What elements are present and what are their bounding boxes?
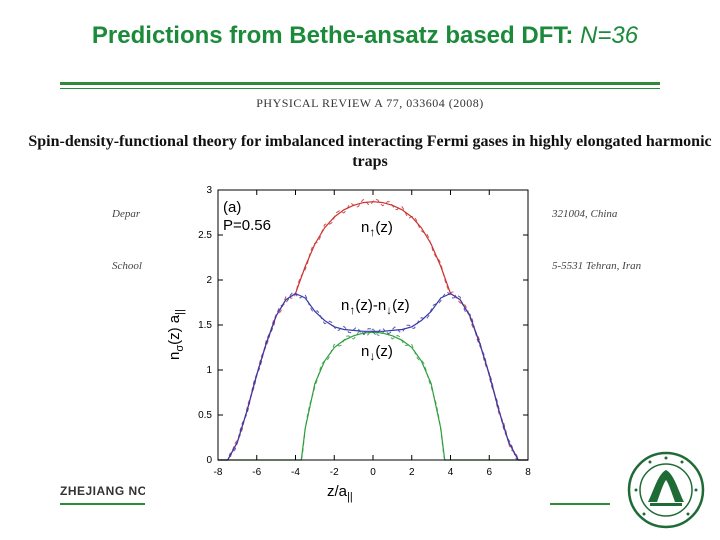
y-tick-label: 2 — [206, 275, 212, 286]
x-tick-label: 8 — [525, 467, 531, 478]
density-plot-svg: -8 -6 -4 -2 0 2 4 6 8 0 0.5 1 1.5 2 2.5 3 (a) P=0.56 n↑… — [166, 185, 531, 503]
y-tick-label: 0.5 — [198, 410, 212, 421]
parameter-label: P=0.56 — [223, 217, 271, 234]
university-seal-logo — [627, 451, 705, 529]
slide-title-n: N=36 — [580, 22, 639, 49]
footer-text: ZHEJIANG NC — [60, 484, 147, 498]
affiliation-right-2: 5-5531 Tehran, Iran — [552, 260, 642, 272]
annotation-n-down: n↓(z) — [361, 343, 393, 363]
slide-title-text: Predictions from Bethe-ansatz based DFT: — [91, 22, 581, 49]
density-plot: -8 -6 -4 -2 0 2 4 6 8 0 0.5 1 1.5 2 2.5 3 (a) P=0.56 n↑… — [145, 178, 550, 508]
x-tick-label: 6 — [486, 467, 492, 478]
y-tick-label: 1 — [206, 365, 212, 376]
annotation-n-up: n↑(z) — [361, 219, 393, 239]
x-tick-label: 2 — [409, 467, 415, 478]
affiliation-left-1: Depar — [112, 208, 141, 220]
affiliation-right-1: 321004, China — [552, 208, 618, 220]
panel-label: (a) — [223, 199, 241, 216]
y-tick-label: 2.5 — [198, 230, 212, 241]
slide-title: Predictions from Bethe-ansatz based DFT:… — [0, 22, 720, 50]
header-rule-top — [60, 82, 660, 85]
y-tick-label: 1.5 — [198, 320, 212, 331]
annotation-n-diff: n↑(z)-n↓(z) — [341, 297, 410, 317]
journal-reference: PHYSICAL REVIEW A 77, 033604 (2008) — [256, 96, 484, 110]
header-rule-bottom — [60, 88, 660, 89]
paper-title: Spin-density-functional theory for imbal… — [28, 133, 712, 170]
series-line-n_diff-dashed — [218, 291, 528, 461]
y-tick-label: 0 — [206, 455, 212, 466]
series-line-n_diff — [218, 292, 528, 461]
y-axis-label: nσ(z) a|| — [166, 309, 186, 360]
y-tick-label: 3 — [206, 185, 212, 196]
x-tick-label: 4 — [448, 467, 454, 478]
x-tick-label: -8 — [214, 467, 223, 478]
x-tick-label: -6 — [252, 467, 261, 478]
x-tick-label: -4 — [291, 467, 300, 478]
x-axis-label: z/a|| — [327, 483, 353, 503]
x-tick-label: -2 — [330, 467, 339, 478]
series-line-n_down-dashed — [218, 328, 528, 461]
x-tick-label: 0 — [370, 467, 376, 478]
